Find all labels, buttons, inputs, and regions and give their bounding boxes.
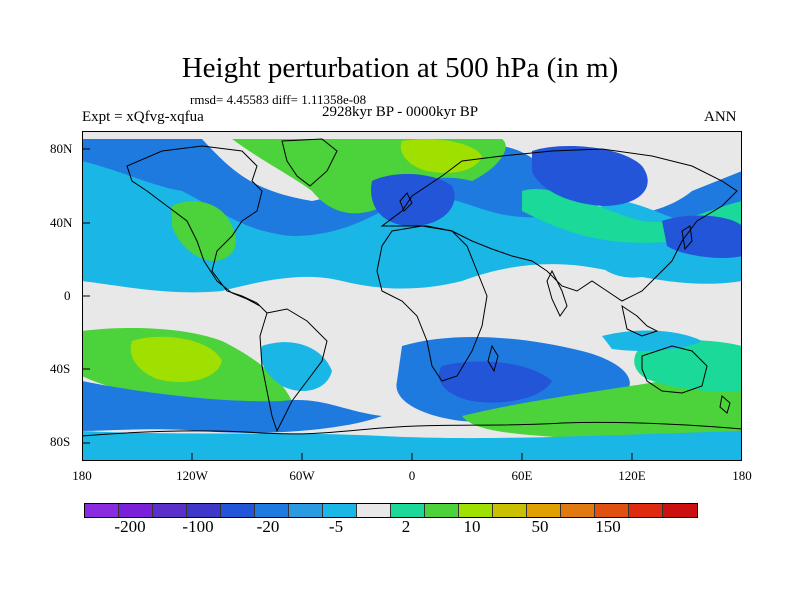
coastline-japan — [681, 225, 693, 251]
coastline-north-america — [126, 145, 268, 314]
colorbar-swatch — [493, 504, 527, 517]
coastline-indian-subcontinent — [546, 269, 568, 317]
colorbar-swatch — [187, 504, 221, 517]
experiment-label: Expt = xQfvg-xqfua — [82, 109, 204, 125]
colorbar-swatch — [119, 504, 153, 517]
colorbar-swatch — [629, 504, 663, 517]
colorbar-label: 150 — [595, 517, 621, 536]
lat-label-40s: 40S — [50, 361, 71, 376]
contour-blue-core-europe — [371, 174, 455, 226]
contour-south-green-core — [130, 336, 222, 382]
lon-label-60w: 60W — [289, 468, 315, 483]
lon-label-180e: 180 — [732, 468, 752, 483]
colorbar-swatch — [663, 504, 697, 517]
contour-south-polar-band — [82, 431, 742, 461]
colorbar-swatch — [323, 504, 357, 517]
colorbar-label: 10 — [463, 517, 481, 536]
coastline-greenland — [281, 138, 338, 187]
period-label: 2928kyr BP - 0000kyr BP — [322, 104, 479, 120]
map-title: Height perturbation at 500 hPa (in m) — [181, 52, 619, 84]
colorbar-swatch — [255, 504, 289, 517]
coastline-southeast-asia — [621, 304, 659, 337]
lon-label-120w: 120W — [176, 468, 208, 483]
lon-label-120e: 120E — [618, 468, 646, 483]
colorbar-swatch — [459, 504, 493, 517]
contour-south-blue-band — [82, 381, 382, 433]
colorbar-label: -20 — [256, 517, 280, 536]
contour-south-green-indian — [462, 378, 742, 444]
colorbar-label: -200 — [114, 517, 146, 536]
contour-lightblue-patch-tropics — [347, 249, 427, 283]
contour-south-green-east — [634, 340, 742, 392]
contour-map — [82, 131, 742, 461]
coastline-australia — [641, 345, 708, 394]
contour-south-lightblue-west — [260, 342, 332, 391]
coastline-eurasia — [380, 148, 738, 302]
lat-label-80s: 80S — [50, 434, 71, 449]
season-label: ANN — [704, 109, 737, 125]
colorbar-swatch — [85, 504, 119, 517]
colorbar-swatch — [289, 504, 323, 517]
colorbar-swatch — [153, 504, 187, 517]
contour-green-core-atlantic — [400, 139, 482, 173]
colorbar-label: -5 — [328, 517, 344, 536]
stats-label: rmsd= 4.45583 diff= 1.11358e-08 — [190, 92, 367, 107]
contour-south-lightblue-pacific — [602, 330, 702, 351]
contour-green-tongue — [172, 201, 236, 261]
lat-label-80n: 80N — [50, 141, 73, 156]
contour-north-lightblue — [82, 161, 742, 293]
coastline-antarctica — [82, 421, 742, 437]
coastline-new-zealand — [719, 395, 731, 414]
colorbar-swatch — [561, 504, 595, 517]
contour-south-blue-atlantic-core — [438, 361, 552, 403]
lon-label-180w: 180 — [72, 468, 92, 483]
coastlines — [82, 138, 742, 437]
coastline-africa — [376, 225, 488, 382]
colorbar-label: 50 — [531, 517, 549, 536]
colorbar-label: 2 — [401, 517, 411, 536]
map-plot — [82, 131, 742, 461]
colorbar-swatch — [595, 504, 629, 517]
lon-label-0: 0 — [408, 468, 416, 483]
colorbar-swatch — [425, 504, 459, 517]
coastline-south-america — [259, 308, 328, 433]
colorbar-swatch — [527, 504, 561, 517]
axis-ticks — [82, 148, 633, 461]
lon-label-60e: 60E — [511, 468, 533, 483]
contour-blue-core-asia — [532, 146, 648, 206]
contour-lightblue-east — [602, 249, 657, 278]
colorbar-swatch — [391, 504, 425, 517]
lat-label-0: 0 — [64, 288, 71, 303]
colorbar-swatch — [221, 504, 255, 517]
coastline-uk — [399, 192, 413, 212]
coastline-madagascar — [487, 344, 499, 373]
colorbar-label: -100 — [182, 517, 214, 536]
lat-label-40n: 40N — [50, 215, 73, 230]
colorbar-swatch — [357, 504, 391, 517]
contour-blue-core-pacific — [662, 215, 742, 258]
colorbar — [84, 503, 698, 518]
